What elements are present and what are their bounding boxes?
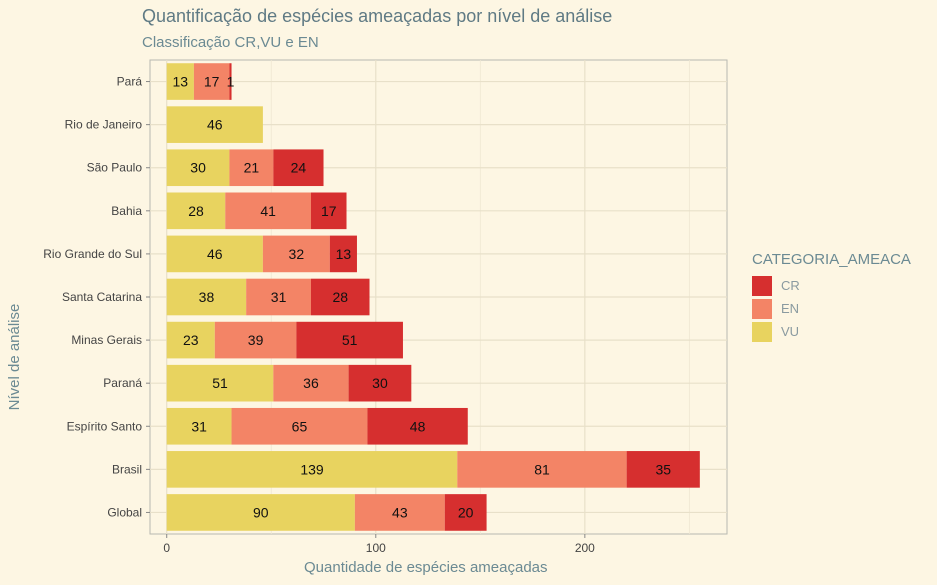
legend-item-vu: VU: [752, 320, 911, 343]
data-label: 28: [188, 203, 204, 219]
bar-en: [246, 278, 311, 316]
data-label: 17: [204, 74, 220, 90]
x-tick-labels: 0 100 200: [163, 534, 595, 555]
y-tick-label: Brasil: [112, 462, 142, 476]
chart-subtitle: Classificação CR,VU e EN: [142, 34, 319, 51]
legend-items: CR EN VU: [752, 274, 911, 343]
data-label: 13: [173, 74, 189, 90]
data-label: 31: [271, 289, 287, 305]
data-label: 139: [300, 461, 324, 477]
bar-en: [193, 63, 230, 100]
bar-cr: [310, 192, 347, 230]
data-label: 46: [207, 117, 223, 133]
bar-cr: [367, 407, 468, 445]
bar-cr: [296, 321, 403, 359]
y-tick-label: Global: [107, 505, 142, 519]
x-tick-label: 200: [575, 541, 595, 555]
data-label: 28: [332, 289, 348, 305]
bar-vu: [166, 364, 274, 402]
bar-en: [231, 407, 368, 445]
bars-group: [166, 63, 700, 531]
bar-cr: [444, 494, 487, 531]
data-label: 51: [342, 332, 358, 348]
data-label: 31: [191, 418, 207, 434]
y-tick-label: Pará: [117, 75, 143, 89]
bar-vu: [166, 149, 230, 187]
y-tick-label: Paraná: [103, 376, 142, 390]
bar-vu: [166, 407, 232, 445]
bar-cr: [273, 149, 324, 187]
data-label: 81: [534, 461, 550, 477]
bar-vu: [166, 278, 247, 316]
data-label: 13: [336, 246, 352, 262]
x-tick-label: 100: [366, 541, 386, 555]
y-tick-label: Rio Grande do Sul: [43, 247, 142, 261]
bar-vu: [166, 192, 226, 230]
y-tick-labels: Pará Rio de Janeiro São Paulo Bahia Rio Gran…: [43, 75, 150, 519]
legend-key: [752, 298, 772, 319]
bar-en: [354, 494, 445, 531]
bar-vu: [166, 235, 263, 273]
bar-cr: [229, 63, 232, 100]
data-label: 38: [199, 289, 215, 305]
data-label: 41: [260, 203, 276, 219]
legend-key: [752, 275, 772, 296]
bar-en: [457, 451, 627, 488]
data-label: 46: [207, 246, 223, 262]
data-label: 1: [227, 74, 235, 90]
data-label: 36: [303, 375, 319, 391]
data-label: 30: [190, 160, 206, 176]
data-label: 43: [392, 504, 408, 520]
bar-en: [262, 235, 330, 273]
data-label: 51: [212, 375, 228, 391]
bar-en: [214, 321, 297, 359]
legend-label: EN: [781, 301, 800, 316]
bar-vu: [166, 451, 458, 488]
bar-vu: [166, 106, 263, 143]
bar-cr: [626, 451, 700, 488]
data-label: 90: [253, 504, 269, 520]
bar-en: [225, 192, 311, 230]
legend-title: CATEGORIA_AMEACA: [752, 251, 911, 268]
bar-en: [229, 149, 274, 187]
data-label: 21: [244, 160, 260, 176]
y-tick-label: Espírito Santo: [67, 419, 143, 433]
legend-item-cr: CR: [752, 274, 911, 297]
data-label: 48: [410, 418, 426, 434]
legend: CATEGORIA_AMEACA CR EN VU: [752, 251, 911, 343]
x-axis-label: Quantidade de espécies ameaçadas: [304, 559, 548, 576]
y-tick-label: São Paulo: [87, 161, 143, 175]
data-label: 20: [458, 504, 474, 520]
legend-label: CR: [781, 278, 800, 293]
data-label: 30: [372, 375, 388, 391]
data-label: 39: [248, 332, 264, 348]
bar-cr: [348, 364, 412, 402]
y-tick-label: Bahia: [111, 204, 142, 218]
bar-cr: [329, 235, 357, 273]
bar-vu: [166, 63, 194, 100]
y-axis-label: Nível de análise: [6, 303, 23, 411]
bar-en: [273, 364, 349, 402]
data-label: 17: [321, 203, 337, 219]
data-label: 24: [291, 160, 307, 176]
legend-item-en: EN: [752, 297, 911, 320]
y-tick-label: Santa Catarina: [62, 290, 142, 304]
y-tick-label: Minas Gerais: [71, 333, 142, 347]
data-label: 35: [655, 461, 671, 477]
bar-vu: [166, 494, 355, 531]
y-tick-label: Rio de Janeiro: [65, 118, 143, 132]
data-label: 65: [292, 418, 308, 434]
bar-cr: [310, 278, 370, 316]
chart-title: Quantificação de espécies ameaçadas por …: [142, 6, 613, 26]
bar-vu: [166, 321, 215, 359]
x-tick-label: 0: [163, 541, 170, 555]
data-label: 23: [183, 332, 199, 348]
legend-label: VU: [781, 324, 800, 339]
legend-key: [752, 321, 772, 342]
data-labels-group: 13 17 1 46 30 21 24 28 41 17 46 32 13 38 31 28 23 39 51 51 3…: [173, 74, 672, 521]
data-label: 32: [289, 246, 305, 262]
